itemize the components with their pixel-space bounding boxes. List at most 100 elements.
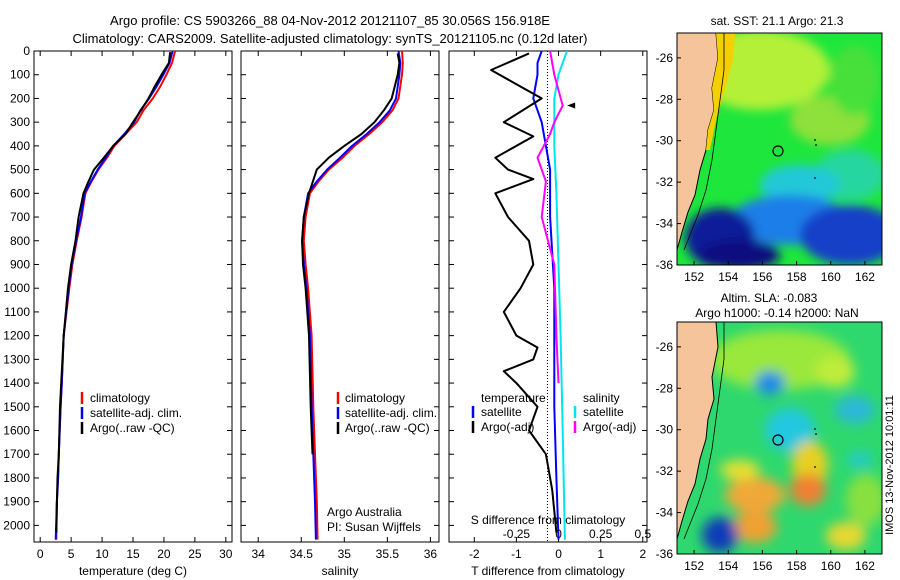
x-tick-label: 1 — [597, 547, 604, 561]
map-x-tick-label: 162 — [855, 559, 875, 573]
y-tick-label: 400 — [10, 139, 30, 153]
sla-map — [677, 322, 882, 554]
difference-axis-ticks: -2 -1 0 1 2 — [449, 50, 647, 561]
sst-map — [677, 33, 882, 265]
y-tick-label: 600 — [10, 186, 30, 200]
figure-title-line1: Argo profile: CS 5903266_88 04-Nov-2012 … — [110, 13, 550, 28]
y-tick-label: 800 — [10, 234, 30, 248]
series-line-s-argo-adj- — [536, 51, 564, 384]
legend-label-s-argo: Argo(-adj) — [583, 420, 636, 434]
map-y-tick-label: -32 — [656, 464, 674, 478]
legend-title-salinity: salinity — [583, 391, 620, 405]
map-x-tick-label: 154 — [718, 559, 738, 573]
map-x-tick-label: 156 — [752, 559, 772, 573]
sla-map-ticks: 152 154 156 158 160 162 -26 -28 -30 -32 -34 -36 — [656, 340, 876, 573]
y-tick-label: 1900 — [3, 495, 30, 509]
x-tick-label: -1 — [511, 547, 522, 561]
map-x-tick-label: 160 — [821, 270, 841, 284]
y-tick-label: 0 — [23, 44, 30, 58]
map-x-tick-label: 156 — [752, 270, 772, 284]
series-line-argo-raw-qc- — [301, 53, 401, 455]
legend-label-s-satellite: satellite — [583, 405, 624, 419]
sst-map-title: sat. SST: 21.1 Argo: 21.3 — [711, 14, 844, 28]
x-tick-label: 15 — [126, 547, 140, 561]
temperature-series — [54, 51, 177, 540]
legend-label-argo: Argo(..raw -QC) — [345, 421, 430, 435]
y-tick-label: 1200 — [3, 329, 30, 343]
temperature-legend: climatology satellite-adj. clim. Argo(..… — [80, 391, 182, 435]
difference-series — [490, 51, 576, 540]
y-tick-label: 1800 — [3, 471, 30, 485]
map-x-tick-label: 158 — [787, 270, 807, 284]
series-line-argo-raw-qc- — [55, 52, 172, 533]
sla-land — [677, 322, 719, 540]
map-y-tick-label: -36 — [656, 547, 674, 561]
x-tick-label: 0 — [555, 547, 562, 561]
salinity-legend: climatology satellite-adj. clim. Argo(..… — [336, 391, 437, 435]
sst-map-frame — [676, 32, 883, 266]
s-tick-label: 0 — [555, 527, 562, 541]
map-y-tick-label: -28 — [656, 381, 674, 395]
pi-annotation: PI: Susan Wijffels — [327, 520, 421, 534]
x-tick-label: 36 — [424, 547, 438, 561]
argo-australia-annotation: Argo Australia — [327, 505, 402, 519]
sla-map-title1: Altim. SLA: -0.083 — [721, 291, 818, 305]
map-x-tick-label: 158 — [787, 559, 807, 573]
x-tick-label: 2 — [639, 547, 646, 561]
temperature-axis-ticks: 0 5 10 15 20 25 300100200300400500600700800900… — [3, 44, 233, 561]
salinity-panel-frame — [240, 50, 440, 543]
imos-credit: IMOS 13-Nov-2012 10:01:11 — [884, 395, 896, 535]
series-line-climatology — [302, 51, 404, 540]
y-tick-label: 900 — [10, 257, 30, 271]
s-tick-label: -0.25 — [503, 527, 531, 541]
legend-label-climatology: climatology — [345, 391, 405, 405]
sst-shelf-contour — [683, 33, 725, 251]
x-tick-label: 34 — [252, 547, 266, 561]
legend-label-t-argo: Argo(-adj) — [481, 420, 534, 434]
legend-label-t-satellite: satellite — [481, 405, 522, 419]
y-tick-label: 200 — [10, 91, 30, 105]
legend-label-satellite: satellite-adj. clim. — [90, 406, 182, 420]
map-y-tick-label: -26 — [656, 340, 674, 354]
map-y-tick-label: -26 — [656, 51, 674, 65]
y-tick-label: 500 — [10, 163, 30, 177]
y-tick-label: 2000 — [3, 518, 30, 532]
map-x-tick-label: 162 — [855, 270, 875, 284]
map-y-tick-label: -30 — [656, 423, 674, 437]
sla-map-title2: Argo h1000: -0.14 h2000: NaN — [695, 306, 858, 320]
x-tick-label: 0 — [37, 547, 44, 561]
series-line-t-satellite — [532, 51, 560, 540]
series-line-t-argo-adj- — [490, 52, 558, 533]
triangle-marker — [567, 102, 576, 109]
s-tick-label: 0.5 — [634, 527, 651, 541]
x-tick-label: -2 — [469, 547, 480, 561]
map-y-tick-label: -30 — [656, 134, 674, 148]
difference-xlabel: T difference from climatology — [471, 564, 625, 578]
map-y-tick-label: -34 — [656, 506, 674, 520]
sla-map-frame — [676, 321, 883, 555]
legend-label-climatology: climatology — [90, 391, 150, 405]
y-tick-label: 1600 — [3, 424, 30, 438]
x-tick-label: 25 — [188, 547, 202, 561]
y-tick-label: 300 — [10, 115, 30, 129]
x-tick-label: 20 — [157, 547, 171, 561]
y-tick-label: 100 — [10, 68, 30, 82]
sst-argo-location-marker — [772, 145, 784, 157]
salinity-series — [301, 51, 404, 540]
salinity-axis-ticks: 34 34.5 35 35.5 36 — [241, 50, 439, 561]
map-x-tick-label: 160 — [821, 559, 841, 573]
y-tick-label: 1300 — [3, 352, 30, 366]
legend-label-satellite: satellite-adj. clim. — [345, 406, 437, 420]
difference-legend: temperature salinity satellite Argo(-adj… — [471, 391, 636, 434]
sst-map-ticks: 152 154 156 158 160 162 -26 -28 -30 -32 -34 -36 — [656, 51, 876, 284]
temperature-xlabel: temperature (deg C) — [79, 564, 187, 578]
x-tick-label: 5 — [68, 547, 75, 561]
legend-label-argo: Argo(..raw -QC) — [90, 421, 175, 435]
salinity-xlabel: salinity — [322, 564, 359, 578]
x-tick-label: 34.5 — [290, 547, 314, 561]
y-tick-label: 700 — [10, 210, 30, 224]
map-y-tick-label: -36 — [656, 258, 674, 272]
x-tick-label: 10 — [95, 547, 109, 561]
y-tick-label: 1000 — [3, 281, 30, 295]
